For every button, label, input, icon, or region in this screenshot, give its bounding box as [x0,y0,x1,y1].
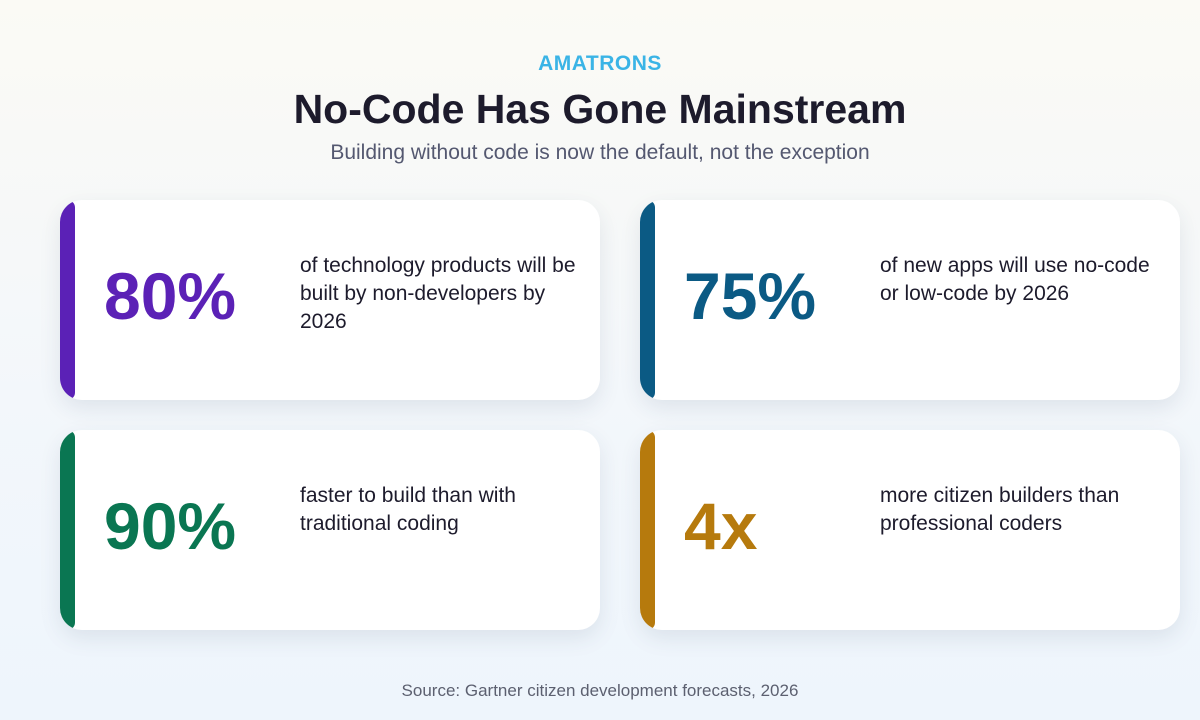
stat-card: 90% faster to build than with traditional… [60,430,600,630]
brand: AMATRONS [538,52,662,75]
title: No-Code Has Gone Mainstream [293,86,907,132]
stat-description: of technology products will be built by … [300,254,576,333]
stat-description: of new apps will use no-code or low-code… [880,254,1150,305]
stat-card: 75% of new apps will use no-code or low-c… [640,200,1180,400]
stat-card: 4x more citizen builders than professiona… [640,430,1180,630]
source-note: Source: Gartner citizen development fore… [401,681,799,700]
stat-card: 80% of technology products will be built … [60,200,600,400]
stat-description: more citizen builders than professional … [880,484,1120,535]
stat-description: faster to build than with traditional co… [300,484,516,535]
accent-bar [640,200,655,400]
stat-value: 75% [684,259,817,333]
stat-value: 90% [104,489,237,563]
accent-bar [60,430,75,630]
accent-bar [640,430,655,630]
accent-bar [60,200,75,400]
stat-value: 4x [684,489,758,563]
stat-value: 80% [104,259,237,333]
subtitle: Building without code is now the default… [330,141,870,164]
